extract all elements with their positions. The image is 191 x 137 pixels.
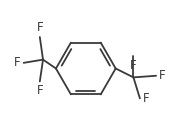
- Text: F: F: [14, 56, 21, 69]
- Text: F: F: [130, 59, 137, 72]
- Text: F: F: [36, 21, 43, 34]
- Text: F: F: [159, 69, 166, 82]
- Text: F: F: [143, 92, 149, 105]
- Text: F: F: [36, 84, 43, 97]
